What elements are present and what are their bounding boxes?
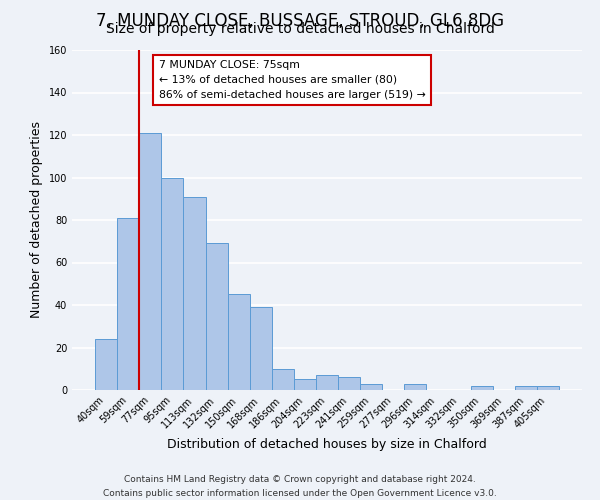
Bar <box>470 386 493 390</box>
Bar <box>537 386 559 390</box>
Bar <box>404 384 427 390</box>
Bar <box>184 196 206 390</box>
Text: Contains HM Land Registry data © Crown copyright and database right 2024.
Contai: Contains HM Land Registry data © Crown c… <box>103 476 497 498</box>
Text: 7, MUNDAY CLOSE, BUSSAGE, STROUD, GL6 8DG: 7, MUNDAY CLOSE, BUSSAGE, STROUD, GL6 8D… <box>96 12 504 30</box>
Bar <box>139 133 161 390</box>
Bar <box>272 369 294 390</box>
X-axis label: Distribution of detached houses by size in Chalford: Distribution of detached houses by size … <box>167 438 487 451</box>
Y-axis label: Number of detached properties: Number of detached properties <box>30 122 43 318</box>
Bar <box>95 339 117 390</box>
Bar <box>294 380 316 390</box>
Text: Size of property relative to detached houses in Chalford: Size of property relative to detached ho… <box>106 22 494 36</box>
Bar <box>515 386 537 390</box>
Bar <box>227 294 250 390</box>
Bar <box>117 218 139 390</box>
Bar <box>316 375 338 390</box>
Bar <box>161 178 184 390</box>
Bar <box>360 384 382 390</box>
Bar <box>206 244 227 390</box>
Text: 7 MUNDAY CLOSE: 75sqm
← 13% of detached houses are smaller (80)
86% of semi-deta: 7 MUNDAY CLOSE: 75sqm ← 13% of detached … <box>158 60 425 100</box>
Bar <box>338 378 360 390</box>
Bar <box>250 307 272 390</box>
